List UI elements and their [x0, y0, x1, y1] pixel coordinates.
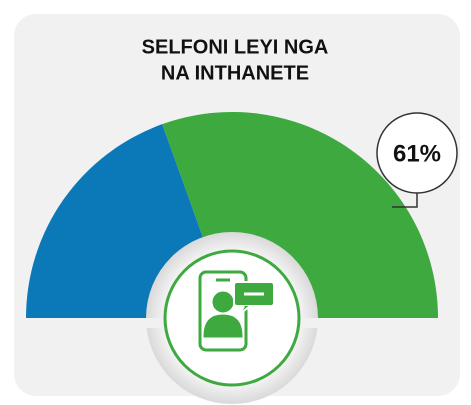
data-label: 61% — [393, 140, 441, 167]
callout-line — [392, 193, 418, 208]
chart-title: NA INTHANETE — [161, 62, 309, 84]
phone-chat-icon — [198, 270, 275, 352]
callout-circle — [376, 112, 458, 194]
chart-title: SELFONI LEYI NGA — [142, 36, 329, 58]
